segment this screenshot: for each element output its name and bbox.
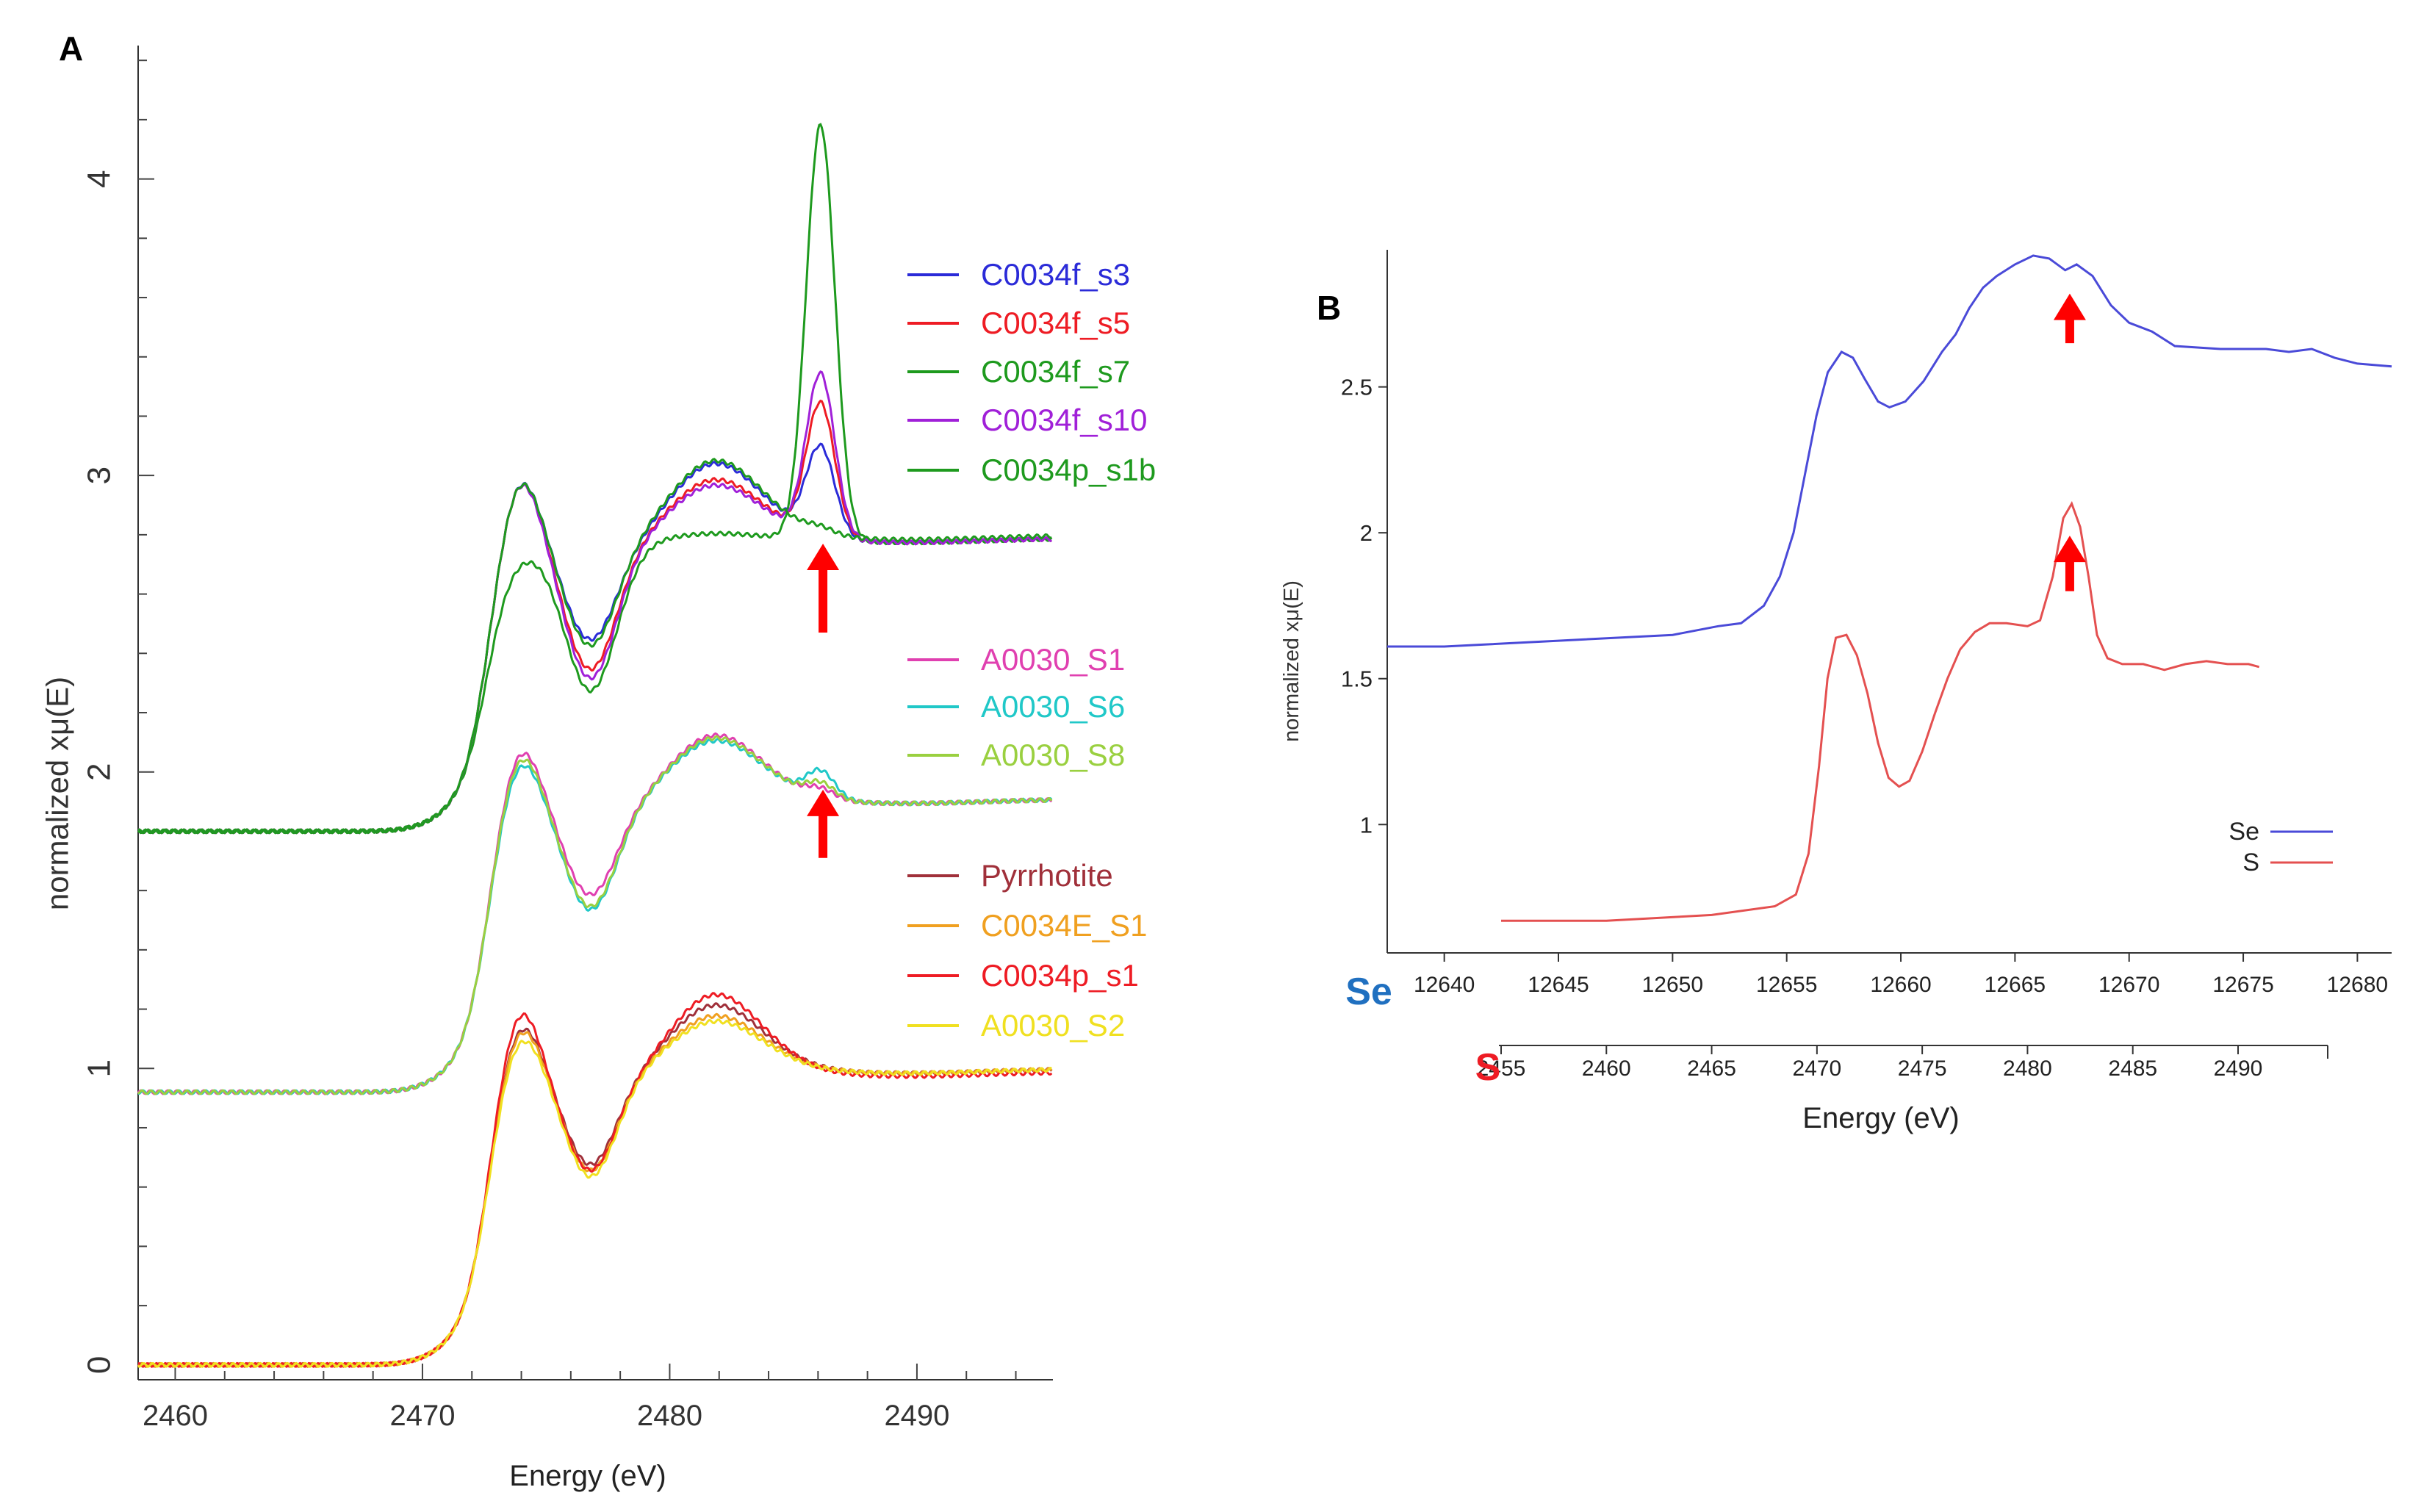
panel-a-y-axis-label: normalized xμ(E) <box>40 677 75 910</box>
panel-b-s-tick-label: 2490 <box>2214 1056 2263 1081</box>
panel-a-legend-label: C0034E_S1 <box>981 908 1148 943</box>
panel-b-se-tick-label: 12675 <box>2212 973 2273 997</box>
panel-b-x-axis-label: Energy (eV) <box>1802 1102 1959 1134</box>
panel-b-se-tick-label: 12665 <box>1985 973 2046 997</box>
panel-a-legend-label: Pyrrhotite <box>981 858 1113 893</box>
panel-a-series-c0034f-s3 <box>137 442 1052 835</box>
panel-a-legend-label: C0034p_s1b <box>981 453 1156 487</box>
panel-b-y-axis-label: normalized xμ(E) <box>1280 580 1303 742</box>
panel-b-red-arrow <box>2053 536 2086 591</box>
panel-b-se-tick-label: 12655 <box>1756 973 1817 997</box>
panel-a-legend-label: A0030_S8 <box>981 738 1125 772</box>
panel-b-chart: 1 1.5 2 2.5 12640 12645 12650 12655 12660 12665 12… <box>1280 250 2392 1134</box>
panel-a-series-c0034p-s1 <box>137 992 1053 1368</box>
panel-a-x-tick-label: 2490 <box>884 1400 949 1432</box>
panel-a-chart: 0 1 2 3 4 2460 2470 2480 2490 Energy (eV) normaliz… <box>40 46 1156 1492</box>
panel-b-s-tick-label: 2475 <box>1898 1056 1947 1081</box>
panel-a-series-c0034f-s5 <box>137 399 1052 835</box>
panel-b-se-axis-label: Se <box>1345 971 1392 1013</box>
panel-b-se-tick-label: 12645 <box>1528 973 1589 997</box>
panel-b-se-tick-label: 12670 <box>2098 973 2159 997</box>
panel-a-legend-label: A0030_S2 <box>981 1008 1125 1043</box>
panel-a-legend-label: C0034f_s7 <box>981 354 1130 389</box>
panel-a-series-pyrrhotite <box>137 1002 1053 1368</box>
panel-b-se-tick-label: 12660 <box>1870 973 1931 997</box>
panel-a-x-axis-label: Energy (eV) <box>509 1460 666 1492</box>
panel-a-series-a0030-s8 <box>137 735 1053 1095</box>
panel-b-se-tick-label: 12640 <box>1414 973 1475 997</box>
panel-a-y-tick-label: 4 <box>82 170 118 187</box>
panel-b-y-tick-label: 2.5 <box>1341 375 1373 400</box>
panel-a-legend-label: A0030_S6 <box>981 689 1125 724</box>
panel-b-red-arrow <box>2053 293 2086 344</box>
panel-a-legend-label: A0030_S1 <box>981 642 1125 677</box>
panel-a-legend-label: C0034p_s1 <box>981 958 1139 993</box>
panel-a-y-tick-label: 2 <box>82 763 118 780</box>
panel-b-se-tick-label: 12650 <box>1642 973 1703 997</box>
panel-a-series-c0034f-s10 <box>137 370 1052 835</box>
panel-b-s-tick-label: 2470 <box>1792 1056 1841 1081</box>
panel-b-s-tick-label: 2485 <box>2108 1056 2157 1081</box>
panel-b-s-axis-label: S <box>1475 1046 1501 1089</box>
panel-a-y-tick-label: 0 <box>82 1356 118 1374</box>
panel-a-legend-label: C0034f_s10 <box>981 403 1148 437</box>
panel-b-y-tick-label: 1.5 <box>1341 666 1373 692</box>
panel-b-legend-label: S <box>2242 849 2259 876</box>
panel-b-y-tick-label: 1 <box>1360 812 1373 838</box>
panel-a-y-tick-label: 3 <box>82 467 118 484</box>
panel-a-series-c0034f-s7 <box>137 123 1053 835</box>
panel-b-series-se <box>1387 254 2392 648</box>
panel-b-label: B <box>1317 289 1341 327</box>
panel-a-label: A <box>59 29 83 68</box>
panel-a-series-a0030-s6 <box>137 738 1053 1095</box>
panel-b-s-tick-label: 2480 <box>2003 1056 2052 1081</box>
panel-a-x-tick-label: 2470 <box>389 1400 455 1432</box>
panel-a-red-arrow <box>807 543 840 633</box>
panel-b-y-tick-label: 2 <box>1360 520 1373 546</box>
panel-b-se-tick-label: 12680 <box>2327 973 2388 997</box>
panel-b-s-tick-label: 2460 <box>1582 1056 1631 1081</box>
panel-b-s-tick-label: 2465 <box>1687 1056 1736 1081</box>
panel-a-legend-label: C0034f_s5 <box>981 306 1130 340</box>
panel-a-red-arrow <box>807 789 840 858</box>
panel-b-s-tick-label: 2455 <box>1477 1056 1526 1081</box>
panel-a-legend-label: C0034f_s3 <box>981 257 1130 292</box>
panel-b-legend-label: Se <box>2229 818 2259 846</box>
panel-b-series-s <box>1501 500 2260 922</box>
panel-a-series-c0034p-s1b <box>137 458 1052 835</box>
panel-a-series-c0034e-s1 <box>137 1012 1053 1368</box>
panel-a-x-tick-label: 2460 <box>143 1400 208 1432</box>
panel-a-series-a0030-s1 <box>137 732 1053 1095</box>
panel-a-series-a0030-s2 <box>137 1018 1052 1368</box>
panel-a-y-tick-label: 1 <box>82 1059 118 1077</box>
panel-a-x-tick-label: 2480 <box>637 1400 702 1432</box>
